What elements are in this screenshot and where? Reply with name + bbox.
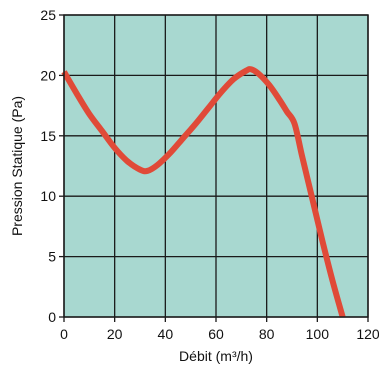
y-tick-label: 10 xyxy=(40,188,56,204)
series-line xyxy=(61,66,346,318)
x-axis: 0 20 40 60 80 100 120 xyxy=(60,317,379,342)
x-tick-label: 100 xyxy=(306,326,330,342)
x-tick-label: 40 xyxy=(158,326,174,342)
x-tick-label: 0 xyxy=(60,326,68,342)
x-tick-label: 80 xyxy=(259,326,275,342)
y-tick-label: 15 xyxy=(40,128,56,144)
plot-frame xyxy=(63,14,369,318)
y-tick-label: 5 xyxy=(48,249,56,265)
y-axis-label: Pression Statique (Pa) xyxy=(9,96,25,236)
x-tick-label: 120 xyxy=(356,326,379,342)
y-tick-label: 25 xyxy=(40,7,56,23)
y-axis: 0 5 10 15 20 25 xyxy=(40,7,64,325)
x-tick-label: 20 xyxy=(107,326,123,342)
x-tick-label: 60 xyxy=(208,326,224,342)
y-tick-label: 0 xyxy=(48,309,56,325)
series-layer xyxy=(61,66,346,318)
x-axis-label: Débit (m³/h) xyxy=(179,348,253,364)
y-tick-label: 20 xyxy=(40,67,56,83)
